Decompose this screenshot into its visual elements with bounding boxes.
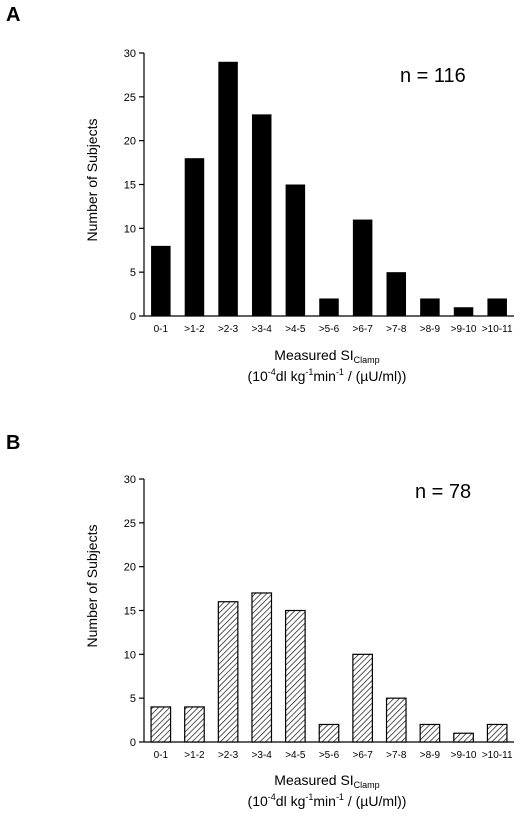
- x-axis-title-sub-a: Clamp: [354, 355, 380, 365]
- x-tick-label-b-2: >2-3: [218, 750, 239, 761]
- units-a-p4: / (µU/ml)): [344, 368, 407, 384]
- bar-a-10: [487, 298, 507, 316]
- units-a-sup2: -1: [305, 367, 313, 377]
- bar-b-10: [486, 723, 508, 743]
- panel-a: A n = 116 Number of Subjects 0 5 10 15 20 25 3…: [6, 4, 514, 384]
- bar-b-9: [453, 732, 474, 743]
- units-b-sup2: -1: [305, 792, 313, 802]
- x-axis-title-a: Measured SIClamp: [274, 347, 379, 365]
- x-tick-label-b-9: >9-10: [451, 750, 477, 761]
- panel-b: B n = 78 Number of Subjects 0 5 10 15 20 25 30…: [6, 432, 514, 809]
- x-tick-label-b-3: >3-4: [252, 750, 273, 761]
- y-tick-label-a-2: 10: [124, 223, 136, 235]
- bar-a-7: [386, 272, 407, 316]
- y-tick-label-b-6: 30: [124, 474, 136, 486]
- y-tick-label-b-2: 10: [124, 649, 136, 661]
- plot-area-a: 0 5 10 15 20 25 30 0-1 >1-2 >2-3 >3-4 >4-5 >5-6 >6-7 >…: [124, 48, 514, 335]
- panel-letter-a: A: [6, 4, 20, 26]
- x-axis-units-a: (10-4dl kg-1min-1 / (µU/ml)): [248, 367, 407, 384]
- bar-b-5: [318, 723, 340, 743]
- units-b-p4: / (µU/ml)): [344, 793, 407, 809]
- x-axis-title-main-a: Measured SI: [274, 347, 353, 363]
- bar-a-5: [319, 298, 339, 316]
- y-tick-label-a-3: 15: [124, 180, 136, 192]
- units-b-p3: min: [313, 793, 336, 809]
- bar-b-6: [352, 653, 373, 743]
- x-tick-label-b-10: >10-11: [482, 750, 513, 761]
- n-annotation-a: n = 116: [400, 65, 466, 87]
- x-tick-label-b-1: >1-2: [184, 750, 205, 761]
- y-tick-label-b-4: 20: [124, 562, 136, 574]
- x-tick-label-b-4: >4-5: [285, 750, 306, 761]
- x-tick-label-a-1: >1-2: [184, 324, 205, 335]
- x-axis-title-sub-b: Clamp: [354, 780, 380, 790]
- y-tick-label-a-1: 5: [130, 267, 136, 279]
- x-tick-label-b-6: >6-7: [352, 750, 373, 761]
- y-axis-title-a: Number of Subjects: [84, 119, 100, 242]
- units-b-p2: dl kg: [276, 793, 306, 809]
- x-axis-units-b: (10-4dl kg-1min-1 / (µU/ml)): [248, 792, 407, 809]
- units-a-p3: min: [313, 368, 336, 384]
- y-axis-title-b: Number of Subjects: [84, 525, 100, 648]
- x-axis-title-main-b: Measured SI: [274, 772, 353, 788]
- x-tick-label-a-2: >2-3: [218, 324, 239, 335]
- bar-a-3: [251, 114, 272, 316]
- x-tick-label-b-7: >7-8: [386, 750, 407, 761]
- y-tick-label-a-4: 20: [124, 136, 136, 148]
- bar-b-3: [251, 592, 273, 743]
- bar-a-8: [420, 298, 440, 316]
- y-tick-label-a-6: 30: [124, 48, 136, 60]
- y-tick-label-b-1: 5: [130, 693, 136, 705]
- y-tick-label-a-0: 0: [130, 311, 136, 323]
- bar-a-2: [218, 61, 238, 317]
- bar-a-1: [184, 158, 205, 316]
- n-annotation-b: n = 78: [415, 481, 471, 503]
- bar-b-8: [419, 723, 441, 743]
- x-tick-label-b-5: >5-6: [319, 750, 340, 761]
- x-tick-label-a-8: >8-9: [420, 324, 441, 335]
- x-tick-label-a-3: >3-4: [252, 324, 273, 335]
- units-a-sup1: -4: [268, 367, 276, 377]
- bar-a-0: [151, 245, 171, 316]
- panel-letter-b: B: [6, 432, 20, 454]
- y-tick-label-a-5: 25: [124, 92, 136, 104]
- bar-b-7: [385, 697, 407, 743]
- units-b-sup3: -1: [336, 792, 344, 802]
- units-a-p2: dl kg: [276, 368, 306, 384]
- units-b-p1: (10: [248, 793, 268, 809]
- bar-a-4: [285, 184, 306, 316]
- units-b-sup1: -4: [268, 792, 276, 802]
- y-tick-label-b-3: 15: [124, 606, 136, 618]
- x-tick-label-b-8: >8-9: [420, 750, 441, 761]
- plot-area-b: 0 5 10 15 20 25 30 0-1 >1-2 >2-3 >3-4 >4-5 >5-6 >6-7 >…: [124, 474, 514, 761]
- units-a-p1: (10: [248, 368, 268, 384]
- x-tick-label-a-6: >6-7: [352, 324, 373, 335]
- x-axis-title-b: Measured SIClamp: [274, 772, 379, 790]
- y-tick-label-b-5: 25: [124, 518, 136, 530]
- y-tick-label-b-0: 0: [130, 737, 136, 749]
- bar-a-9: [453, 307, 474, 316]
- x-tick-label-a-5: >5-6: [319, 324, 340, 335]
- bar-b-0: [150, 706, 172, 743]
- x-tick-label-a-10: >10-11: [482, 324, 513, 335]
- x-tick-label-a-7: >7-8: [386, 324, 407, 335]
- units-a-sup3: -1: [336, 367, 344, 377]
- x-tick-label-a-0: 0-1: [154, 324, 169, 335]
- bar-a-6: [352, 219, 373, 316]
- x-tick-label-a-9: >9-10: [451, 324, 477, 335]
- x-tick-label-a-4: >4-5: [285, 324, 306, 335]
- bar-b-2: [217, 601, 239, 743]
- x-tick-label-b-0: 0-1: [154, 750, 169, 761]
- bar-b-4: [285, 609, 306, 743]
- bar-b-1: [184, 706, 205, 743]
